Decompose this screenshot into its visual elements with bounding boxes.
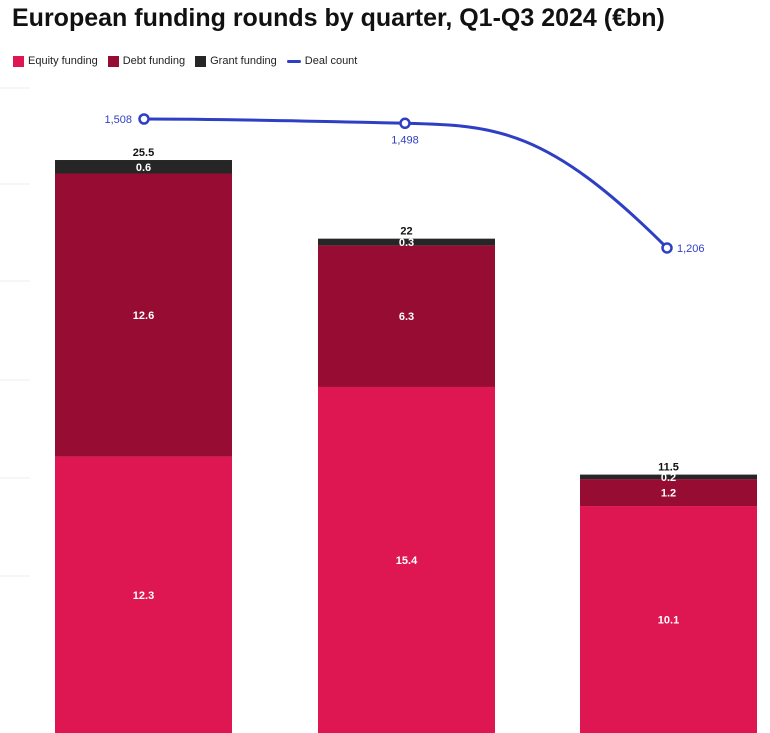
bar-segment-equity-funding bbox=[580, 506, 757, 733]
bar-segment-debt-funding bbox=[55, 173, 232, 457]
legend-label: Grant funding bbox=[210, 55, 277, 67]
legend: Equity funding Debt funding Grant fundin… bbox=[13, 55, 357, 67]
bar-total-label: 11.5 bbox=[658, 462, 679, 474]
bar-segment-equity-funding bbox=[318, 386, 495, 733]
deal-count-label: 1,498 bbox=[391, 134, 419, 146]
legend-deal-count: Deal count bbox=[286, 55, 358, 67]
bar-value-label: 10.1 bbox=[658, 615, 679, 627]
legend-equity: Equity funding bbox=[13, 55, 98, 67]
legend-grant: Grant funding bbox=[195, 55, 277, 67]
bar-segment-grant-funding bbox=[318, 238, 495, 246]
bar-segment-grant-funding bbox=[580, 474, 757, 480]
bar-segment-grant-funding bbox=[55, 160, 232, 174]
deal-count-point bbox=[661, 242, 673, 254]
bar-value-label: 12.3 bbox=[133, 590, 154, 602]
deal-count-label: 1,508 bbox=[104, 114, 132, 126]
legend-swatch bbox=[13, 55, 24, 67]
legend-label: Deal count bbox=[304, 55, 358, 67]
bar-value-label: 0.3 bbox=[399, 237, 414, 249]
bar-total-label: 25.5 bbox=[133, 147, 154, 159]
bar-segment-debt-funding bbox=[580, 479, 757, 507]
bar-total-label: 22 bbox=[400, 226, 412, 238]
chart-title: European funding rounds by quarter, Q1-Q… bbox=[12, 4, 665, 32]
bar-segment-debt-funding bbox=[318, 245, 495, 387]
legend-label: Debt funding bbox=[122, 55, 186, 67]
bar-value-label: 15.4 bbox=[396, 555, 418, 567]
deal-count-point bbox=[138, 113, 150, 125]
legend-debt: Debt funding bbox=[107, 55, 186, 67]
legend-swatch bbox=[107, 55, 119, 67]
bar-value-label: 12.6 bbox=[133, 310, 154, 322]
bar-segment-equity-funding bbox=[55, 456, 232, 733]
bar-value-label: 6.3 bbox=[399, 311, 414, 323]
legend-swatch bbox=[195, 55, 207, 67]
bar-value-label: 0.2 bbox=[661, 472, 676, 484]
bar-value-label: 0.6 bbox=[136, 162, 151, 174]
deal-count-label: 1,206 bbox=[677, 243, 705, 255]
bar-value-label: 1.2 bbox=[661, 488, 676, 500]
legend-line-swatch bbox=[286, 59, 301, 63]
deal-count-point bbox=[399, 117, 411, 130]
legend-label: Equity funding bbox=[28, 55, 98, 67]
